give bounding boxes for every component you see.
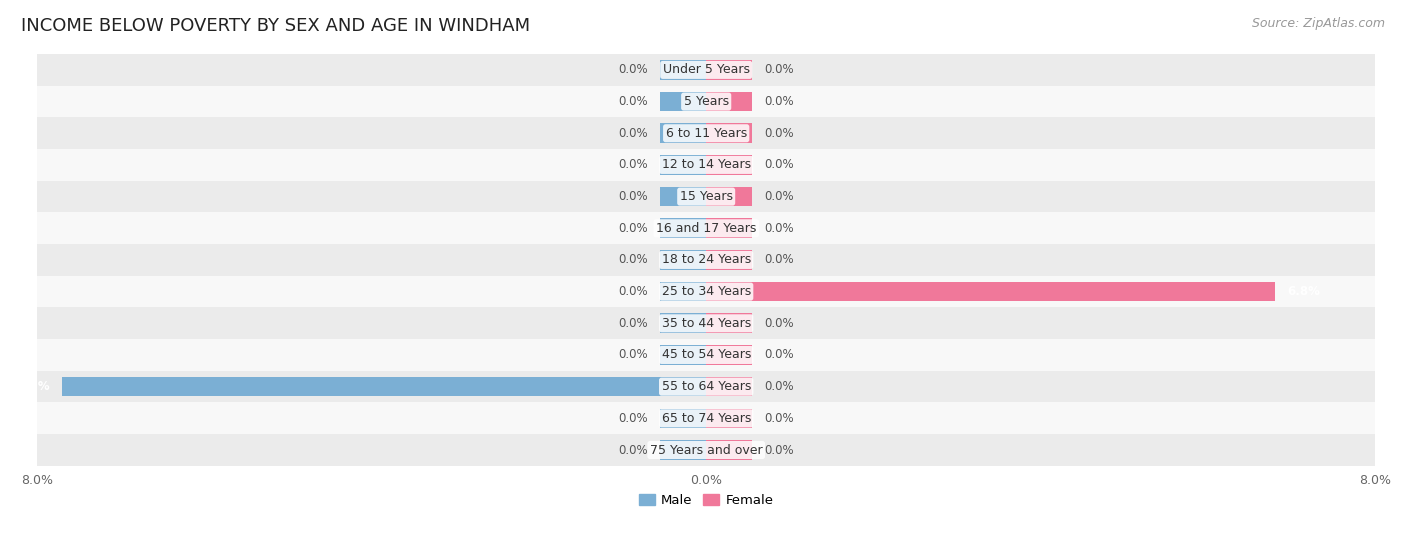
Bar (706, 187, 752, 206)
Bar (661, 60, 706, 80)
Text: 0.0%: 0.0% (765, 127, 794, 140)
Text: 0.0%: 0.0% (619, 127, 648, 140)
Bar (661, 250, 706, 270)
Bar (38, 434, 1375, 466)
Bar (661, 345, 706, 365)
Bar (38, 181, 1375, 213)
Bar (38, 54, 1375, 86)
Text: 15 Years: 15 Years (679, 190, 733, 203)
Text: 18 to 24 Years: 18 to 24 Years (662, 253, 751, 267)
Bar (661, 187, 706, 206)
Text: 0.0%: 0.0% (765, 190, 794, 203)
Text: 0.0%: 0.0% (765, 158, 794, 171)
Text: 35 to 44 Years: 35 to 44 Years (662, 317, 751, 330)
Text: INCOME BELOW POVERTY BY SEX AND AGE IN WINDHAM: INCOME BELOW POVERTY BY SEX AND AGE IN W… (21, 17, 530, 35)
Text: 0.0%: 0.0% (619, 412, 648, 425)
Text: 0.0%: 0.0% (765, 317, 794, 330)
Text: 55 to 64 Years: 55 to 64 Years (661, 380, 751, 393)
Bar (661, 314, 706, 333)
Bar (706, 92, 752, 112)
Text: 0.0%: 0.0% (619, 444, 648, 456)
Text: 0.0%: 0.0% (765, 380, 794, 393)
Text: 0.0%: 0.0% (765, 222, 794, 235)
Text: 25 to 34 Years: 25 to 34 Years (662, 285, 751, 298)
Bar (706, 250, 752, 270)
Bar (661, 282, 706, 301)
Bar (38, 117, 1375, 149)
Bar (661, 123, 706, 143)
Bar (706, 60, 752, 80)
Text: 0.0%: 0.0% (619, 95, 648, 108)
Bar (706, 345, 752, 365)
Bar (38, 149, 1375, 181)
Bar (706, 377, 752, 397)
Text: 0.0%: 0.0% (619, 285, 648, 298)
Text: 0.0%: 0.0% (619, 317, 648, 330)
Text: 0.0%: 0.0% (619, 349, 648, 362)
Bar (661, 92, 706, 112)
Text: 7.7%: 7.7% (17, 380, 51, 393)
Bar (38, 86, 1375, 117)
Bar (38, 371, 1375, 402)
Bar (38, 339, 1375, 371)
Bar (661, 408, 706, 428)
Bar (706, 123, 752, 143)
Bar (38, 402, 1375, 434)
Text: 0.0%: 0.0% (619, 190, 648, 203)
Legend: Male, Female: Male, Female (634, 489, 779, 513)
Text: 65 to 74 Years: 65 to 74 Years (661, 412, 751, 425)
Text: 0.0%: 0.0% (765, 95, 794, 108)
Text: 75 Years and over: 75 Years and over (650, 444, 762, 456)
Text: 0.0%: 0.0% (765, 64, 794, 76)
Bar (661, 155, 706, 175)
Text: 0.0%: 0.0% (765, 412, 794, 425)
Bar (661, 440, 706, 460)
Text: 0.0%: 0.0% (765, 253, 794, 267)
Text: 45 to 54 Years: 45 to 54 Years (661, 349, 751, 362)
Text: 0.0%: 0.0% (765, 349, 794, 362)
Bar (706, 314, 752, 333)
Text: 0.0%: 0.0% (765, 444, 794, 456)
Bar (706, 408, 752, 428)
Bar (706, 155, 752, 175)
Bar (38, 213, 1375, 244)
Text: 0.0%: 0.0% (619, 222, 648, 235)
Text: 0.0%: 0.0% (619, 158, 648, 171)
Text: 12 to 14 Years: 12 to 14 Years (662, 158, 751, 171)
Text: 0.0%: 0.0% (619, 64, 648, 76)
Bar (706, 282, 1275, 301)
Text: 6.8%: 6.8% (1288, 285, 1320, 298)
Bar (38, 276, 1375, 307)
Bar (706, 218, 752, 238)
Text: 16 and 17 Years: 16 and 17 Years (657, 222, 756, 235)
Bar (62, 377, 706, 397)
Text: 6 to 11 Years: 6 to 11 Years (665, 127, 747, 140)
Bar (38, 307, 1375, 339)
Text: Under 5 Years: Under 5 Years (662, 64, 749, 76)
Bar (38, 244, 1375, 276)
Bar (661, 218, 706, 238)
Text: 0.0%: 0.0% (619, 253, 648, 267)
Bar (706, 440, 752, 460)
Text: 5 Years: 5 Years (683, 95, 728, 108)
Text: Source: ZipAtlas.com: Source: ZipAtlas.com (1251, 17, 1385, 30)
